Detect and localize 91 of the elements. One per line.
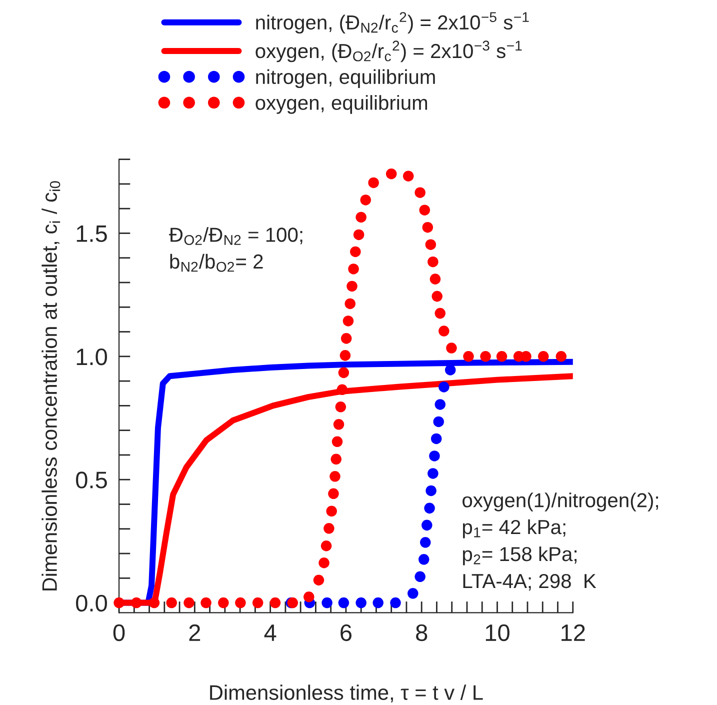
point xyxy=(422,222,434,233)
point xyxy=(463,351,474,362)
point xyxy=(444,364,456,376)
point xyxy=(356,212,366,223)
point xyxy=(438,382,450,392)
point xyxy=(270,597,281,608)
point xyxy=(336,384,348,396)
text: Đ$_{O2}$/Đ$_{N2}$ = 100; b$_{N2}$/b$_{O2}$= 2 xyxy=(169,227,302,272)
text: oxygen, (Đ$_{O2}$/r$_{c}$$^{2}$) = 2x10$^{−3}$ s$^{−1}$ xyxy=(256,40,522,62)
point xyxy=(338,597,350,608)
x-tick-label: 0 xyxy=(113,624,125,642)
point xyxy=(324,523,334,534)
point xyxy=(414,187,426,198)
x-tick-label: 10 xyxy=(486,624,510,642)
point xyxy=(422,520,432,531)
point xyxy=(340,333,352,344)
point xyxy=(313,574,324,586)
point xyxy=(333,419,344,430)
point xyxy=(338,367,350,378)
point xyxy=(480,351,491,362)
point xyxy=(235,597,246,608)
point xyxy=(426,485,436,496)
point xyxy=(420,537,431,548)
point xyxy=(430,274,441,284)
point xyxy=(356,597,366,608)
x-tick-label: 6 xyxy=(340,624,352,642)
legend-label: oxygen, equilibrium xyxy=(256,95,428,114)
point xyxy=(348,264,359,274)
point xyxy=(326,506,337,517)
point xyxy=(446,342,457,354)
y-axis-title: Dimensionless concentration at outlet, c$_{i}$ / c$_{i0}$ xyxy=(42,181,60,590)
y-tick-label: 0.0 xyxy=(76,594,107,612)
point xyxy=(184,597,194,608)
point xyxy=(346,280,358,292)
point xyxy=(434,308,446,319)
x-tick-label: 8 xyxy=(416,624,428,642)
point xyxy=(148,597,160,608)
point xyxy=(320,540,332,552)
point xyxy=(335,402,346,412)
point xyxy=(430,433,442,444)
point xyxy=(428,256,438,268)
y-tick-label: 0.5 xyxy=(76,472,107,488)
point xyxy=(496,351,508,362)
point xyxy=(330,454,342,465)
point xyxy=(419,204,430,216)
point xyxy=(200,597,212,608)
x-tick-label: 12 xyxy=(562,624,585,641)
point xyxy=(318,558,330,568)
y-tick-label: 1.5 xyxy=(76,226,107,242)
point xyxy=(342,316,354,326)
annotation: oxygen(1)/nitrogen(2); p$_{1}$= 42 kPa; p$_{2}$= 158 kPa; LTA-4A; 298 K xyxy=(462,492,658,591)
point xyxy=(434,399,446,410)
x-tick-label: 2 xyxy=(189,624,200,641)
point xyxy=(350,246,361,258)
point xyxy=(332,436,343,448)
point xyxy=(252,597,264,608)
point xyxy=(556,351,567,362)
point xyxy=(432,290,442,302)
point xyxy=(344,298,356,310)
point xyxy=(429,450,440,462)
point xyxy=(322,597,332,608)
point xyxy=(425,239,436,250)
legend-label: nitrogen, equilibrium xyxy=(256,69,435,88)
point xyxy=(414,571,426,582)
point xyxy=(330,471,340,482)
point xyxy=(438,326,450,336)
text: nitrogen, (Đ$_{N2}$/r$_{c}$$^{2}$) = 2x10$^{−5}$ s$^{−1}$ xyxy=(256,12,529,34)
point xyxy=(328,488,339,500)
point xyxy=(424,502,435,514)
point xyxy=(368,177,379,188)
point xyxy=(353,229,364,240)
point xyxy=(402,170,414,182)
point xyxy=(538,351,549,362)
point xyxy=(390,597,401,608)
point xyxy=(218,597,229,608)
point xyxy=(114,597,124,608)
x-axis-title: Dimensionless time, τ = t v / L xyxy=(210,684,483,702)
point xyxy=(304,592,314,602)
point xyxy=(340,350,351,361)
y-tick-label: 1.0 xyxy=(76,348,107,366)
x-tick-label: 4 xyxy=(264,624,276,641)
point xyxy=(360,194,371,206)
point xyxy=(418,554,430,565)
point xyxy=(386,168,397,180)
point xyxy=(433,416,444,428)
point xyxy=(520,351,532,362)
point xyxy=(131,597,142,608)
point xyxy=(166,597,177,608)
point xyxy=(428,468,438,479)
point xyxy=(408,588,418,599)
point xyxy=(372,597,384,608)
